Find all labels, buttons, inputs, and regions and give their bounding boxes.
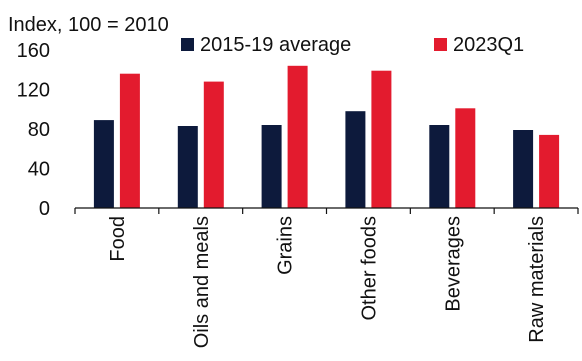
legend-item: 2015-19 average — [181, 34, 351, 56]
bar — [261, 125, 282, 208]
bar — [287, 65, 308, 208]
x-tick-label: Raw materials — [526, 216, 548, 343]
x-tick-label: Beverages — [442, 216, 464, 312]
y-tick-label: 120 — [17, 80, 50, 102]
legend: 2015-19 average 2023Q1 — [181, 34, 524, 56]
y-axis-ticks: 0 40 80 120 160 — [17, 40, 50, 220]
x-axis-ticks — [74, 208, 579, 214]
bar — [93, 120, 114, 208]
bar — [119, 73, 140, 208]
y-tick-label: 160 — [17, 40, 50, 62]
legend-swatch — [181, 38, 194, 51]
bar — [513, 130, 534, 208]
legend-label: 2015-19 average — [200, 34, 351, 56]
y-tick-label: 80 — [28, 119, 50, 141]
bar — [371, 70, 392, 208]
y-tick-label: 0 — [39, 198, 50, 220]
bar — [203, 81, 224, 208]
x-tick-label: Oils and meals — [191, 216, 213, 348]
bar — [429, 125, 450, 208]
bar — [455, 108, 476, 208]
x-tick-label: Grains — [275, 216, 297, 275]
bar — [177, 126, 198, 208]
y-axis-title: Index, 100 = 2010 — [8, 14, 169, 36]
bar — [539, 134, 560, 208]
bar — [345, 111, 366, 208]
legend-swatch — [434, 38, 447, 51]
legend-label: 2023Q1 — [453, 34, 524, 56]
bars — [93, 65, 560, 208]
x-tick-label: Other foods — [358, 216, 380, 321]
x-axis-labels: Food Oils and meals Grains Other foods Bever… — [107, 216, 548, 348]
x-tick-label: Food — [107, 216, 129, 262]
y-tick-label: 40 — [28, 159, 50, 181]
legend-item: 2023Q1 — [434, 34, 524, 56]
